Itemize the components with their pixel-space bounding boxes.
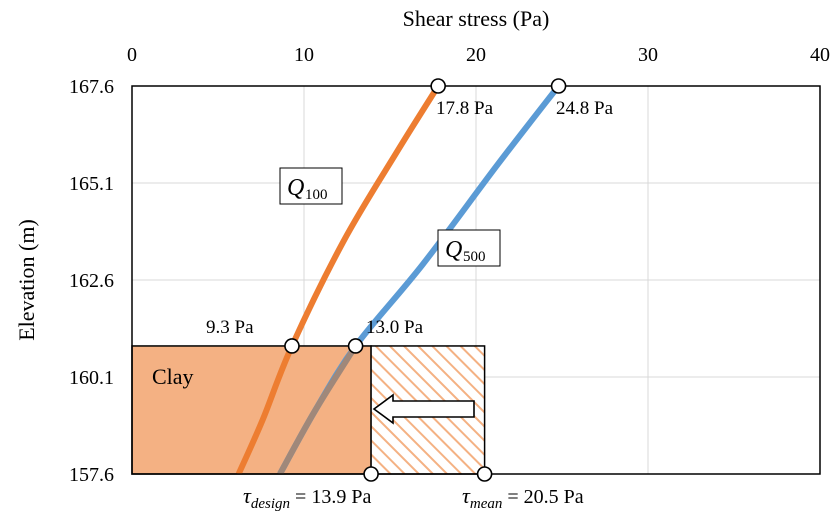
y-tick-label: 162.6: [69, 270, 114, 292]
data-markers: [284, 78, 567, 482]
tau-design-sub: design: [251, 496, 290, 512]
q100-label: Q 100: [279, 167, 343, 205]
tau-mean-value: = 20.5 Pa: [502, 486, 583, 508]
q500-label: Q 500: [437, 229, 501, 267]
x-tick-label: 10: [294, 44, 314, 66]
data-point-marker: [363, 466, 379, 482]
q500-label-main: Q: [445, 237, 462, 263]
x-tick-label: 40: [810, 44, 830, 66]
annot-q500-top: 24.8 Pa: [556, 98, 614, 119]
y-tick-labels: 167.6 165.1 162.6 160.1 157.6: [69, 76, 114, 486]
annot-q100-top: 17.8 Pa: [436, 98, 494, 119]
y-tick-label: 165.1: [69, 173, 114, 195]
tau-design-annotation: τdesign = 13.9 Pa: [243, 483, 371, 512]
x-tick-label: 30: [638, 44, 658, 66]
q100-label-sub: 100: [305, 187, 328, 203]
data-point-marker: [284, 338, 300, 354]
y-axis-title: Elevation (m): [14, 219, 39, 341]
clay-label: Clay: [152, 364, 194, 389]
x-tick-label: 0: [127, 44, 137, 66]
x-tick-label: 20: [466, 44, 486, 66]
x-axis-title: Shear stress (Pa): [403, 6, 550, 31]
y-tick-label: 160.1: [69, 367, 114, 389]
q500-label-sub: 500: [463, 249, 486, 265]
annot-q500-clay: 13.0 Pa: [366, 317, 424, 338]
tau-mean-sub: mean: [470, 496, 503, 512]
series-line-q500-clay-overlap: [277, 344, 359, 474]
series-lines: [235, 86, 561, 474]
tau-design-symbol: τ: [243, 483, 252, 508]
left-arrow-icon: [372, 393, 475, 425]
tau-design-value: = 13.9 Pa: [290, 486, 371, 508]
data-point-marker: [347, 338, 364, 354]
annot-q100-clay: 9.3 Pa: [206, 317, 254, 338]
y-tick-label: 157.6: [69, 464, 114, 486]
y-tick-label: 167.6: [69, 76, 114, 98]
x-tick-labels: 0 10 20 30 40: [127, 44, 830, 66]
plot-frame: [131, 85, 821, 475]
q100-label-main: Q: [287, 175, 304, 201]
data-point-marker: [550, 78, 567, 94]
series-line-q100: [235, 86, 441, 474]
tau-mean-annotation: τmean = 20.5 Pa: [462, 483, 584, 512]
data-point-marker: [430, 78, 446, 94]
tau-mean-symbol: τ: [462, 483, 471, 508]
data-point-marker: [476, 466, 493, 482]
